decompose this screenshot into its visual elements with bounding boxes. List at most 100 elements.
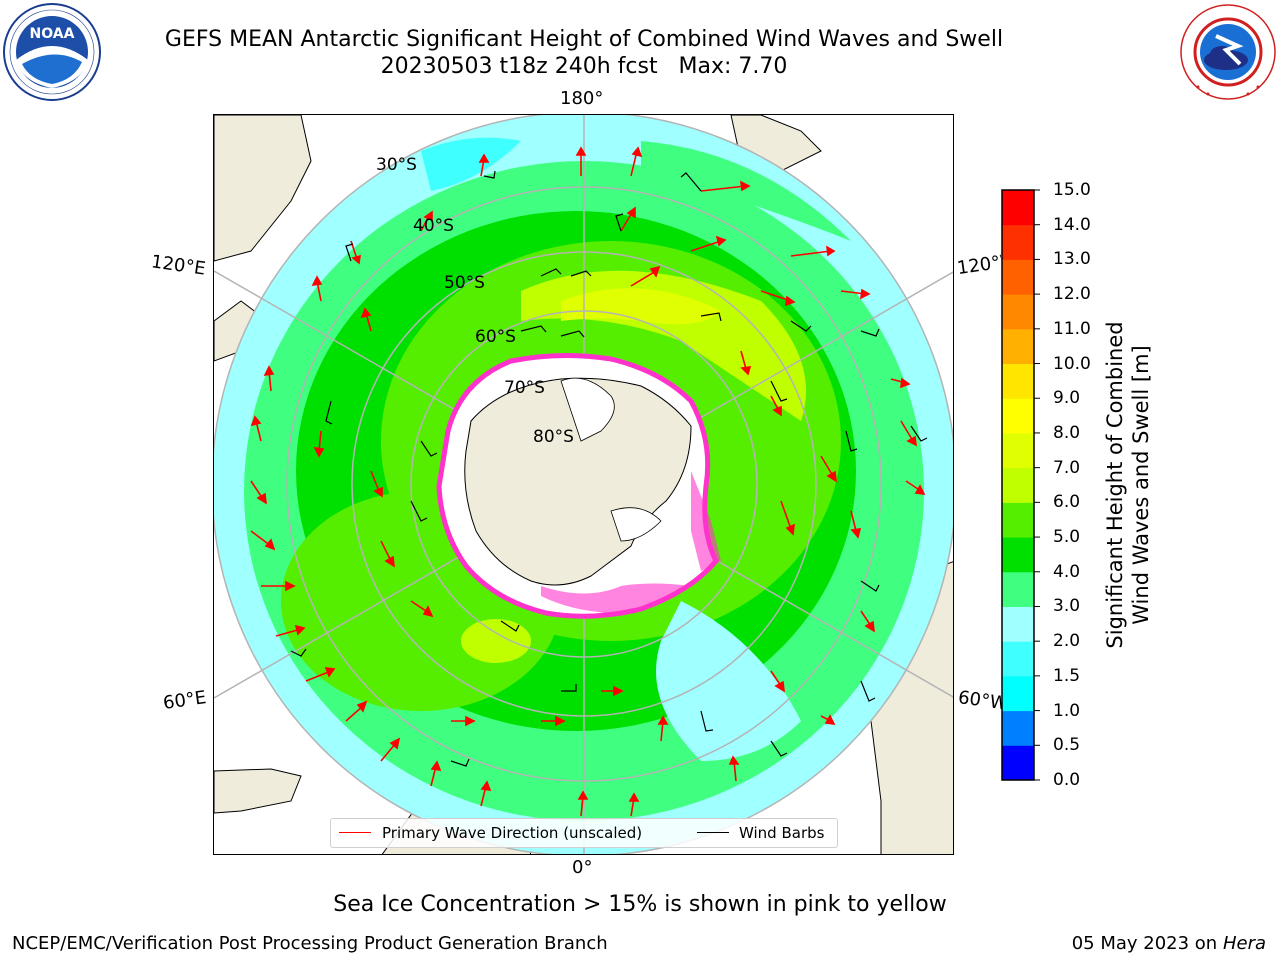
- wave-arrow: [770, 395, 782, 417]
- wave-arrow: [275, 624, 306, 637]
- wind-barb: [615, 213, 624, 232]
- colorbar-tick-label: 5.0: [1053, 527, 1081, 548]
- wave-arrow: [451, 715, 476, 727]
- antarctica: [436, 352, 721, 619]
- wind-barb: [770, 380, 788, 402]
- footer-branch: NCEP/EMC/Verification Post Processing Pr…: [12, 933, 608, 954]
- colorbar-segment: [1002, 675, 1034, 712]
- wind-barb: [325, 400, 333, 425]
- colorbar-segment: [1002, 571, 1034, 607]
- wave-arrow: [630, 146, 643, 177]
- wave-arrow: [430, 760, 442, 787]
- colorbar-tick-label: 7.0: [1053, 457, 1081, 478]
- wave-arrow: [370, 470, 383, 498]
- lat-label-60s: 60°S: [475, 327, 516, 347]
- wind-barb: [410, 500, 428, 522]
- colorbar-tick-label: 6.0: [1053, 492, 1081, 513]
- map-frame: 30°S 40°S 50°S 60°S 70°S 80°S: [213, 114, 954, 855]
- wave-arrow: [860, 610, 875, 633]
- colorbar-tick-label: 10.0: [1053, 353, 1091, 374]
- colorbar-segment: [1002, 641, 1034, 677]
- wave-arrow: [740, 350, 752, 376]
- wind-barb: [700, 312, 722, 322]
- colorbar-segment: [1002, 502, 1034, 538]
- colorbar-tick-label: 0.0: [1053, 770, 1081, 790]
- wave-arrow: [250, 480, 267, 505]
- wind-barb: [345, 243, 354, 262]
- lat-label-70s: 70°S: [504, 378, 545, 398]
- lat-label-50s: 50°S: [444, 273, 485, 293]
- wave-arrow: [850, 510, 862, 539]
- wind-barb: [560, 330, 585, 338]
- footer-date: 05 May 2023 on Hera: [1072, 933, 1266, 954]
- wave-arrow: [575, 146, 587, 176]
- wave-arrow: [261, 580, 296, 592]
- colorbar-tick-label: 8.0: [1053, 422, 1081, 443]
- wave-arrow: [313, 430, 325, 458]
- wind-barb: [450, 758, 470, 767]
- footer-date-text: 05 May 2023 on: [1071, 933, 1218, 954]
- wave-arrow: [900, 420, 917, 447]
- wave-arrow: [480, 780, 492, 807]
- colorbar-title-line-1: Significant Height of Combined: [1103, 321, 1127, 649]
- wind-barb: [420, 440, 438, 457]
- colorbar-segment: [1002, 710, 1034, 746]
- wave-arrow: [541, 715, 566, 727]
- wave-arrow: [728, 755, 740, 782]
- wind-barb: [483, 170, 496, 179]
- wave-arrow: [345, 700, 368, 722]
- wind-barb: [790, 320, 812, 332]
- lon-label-120w: 120°W: [955, 251, 1004, 280]
- colorbar-segment: [1002, 259, 1034, 295]
- colorbar-tick-label: 2.0: [1053, 631, 1081, 652]
- wave-arrow: [820, 455, 837, 483]
- footer-host: Hera: [1222, 933, 1266, 954]
- title-line-2: 20230503 t18z 240h fcst Max: 7.70: [380, 54, 788, 79]
- wave-arrow: [657, 715, 669, 742]
- lat-label-30s: 30°S: [376, 155, 417, 175]
- legend-wave-label: Primary Wave Direction (unscaled): [382, 824, 643, 842]
- noaa-logo-text: NOAA: [30, 26, 75, 42]
- wind-barb: [860, 680, 876, 702]
- wave-arrow: [380, 540, 395, 568]
- colorbar-tick-label: 9.0: [1053, 388, 1081, 409]
- wave-arrow: [380, 737, 401, 762]
- wind-barb: [845, 430, 858, 452]
- wave-arrow: [577, 790, 589, 817]
- wave-arrow: [620, 206, 636, 232]
- colorbar-segment: [1002, 224, 1034, 260]
- wind-barb: [500, 620, 520, 632]
- wave-arrow: [250, 415, 262, 442]
- lon-label-120e: 120°E: [149, 251, 207, 280]
- sea-ice-note: Sea Ice Concentration > 15% is shown in …: [333, 892, 947, 917]
- colorbar-tick-label: 3.0: [1053, 596, 1081, 617]
- colorbar-segment: [1002, 432, 1034, 469]
- wave-arrow: [250, 530, 276, 551]
- wave-arrow: [628, 792, 640, 817]
- wind-barb: [520, 325, 547, 333]
- lon-label-60w: 60°W: [956, 686, 1005, 715]
- wind-barb: [290, 648, 307, 657]
- lon-label-60e: 60°E: [161, 687, 208, 714]
- colorbar-tick-label: 13.0: [1053, 249, 1091, 270]
- nws-logo: [1178, 2, 1278, 102]
- wind-barb: [570, 270, 592, 277]
- colorbar-tick-label: 11.0: [1053, 318, 1091, 339]
- wave-arrow: [360, 307, 372, 332]
- lon-label-180: 180°: [560, 88, 604, 109]
- wave-arrow: [770, 670, 785, 693]
- wave-arrow: [820, 714, 836, 725]
- colorbar-title: Significant Height of Combined Wind Wave…: [1102, 321, 1154, 648]
- wave-arrow: [890, 377, 911, 389]
- wave-arrows: [250, 146, 926, 817]
- colorbar: [1001, 189, 1040, 781]
- wind-barb: [540, 268, 562, 277]
- polar-map: 30°S 40°S 50°S 60°S 70°S 80°S: [214, 115, 953, 854]
- wave-arrow: [601, 685, 624, 697]
- colorbar-title-line-2: Wind Waves and Swell [m]: [1129, 345, 1153, 625]
- colorbar-segment: [1002, 745, 1034, 781]
- wave-arrow: [305, 667, 336, 682]
- wind-barb: [680, 172, 702, 192]
- wave-arrow: [263, 365, 275, 392]
- legend-wave-line: [339, 832, 371, 833]
